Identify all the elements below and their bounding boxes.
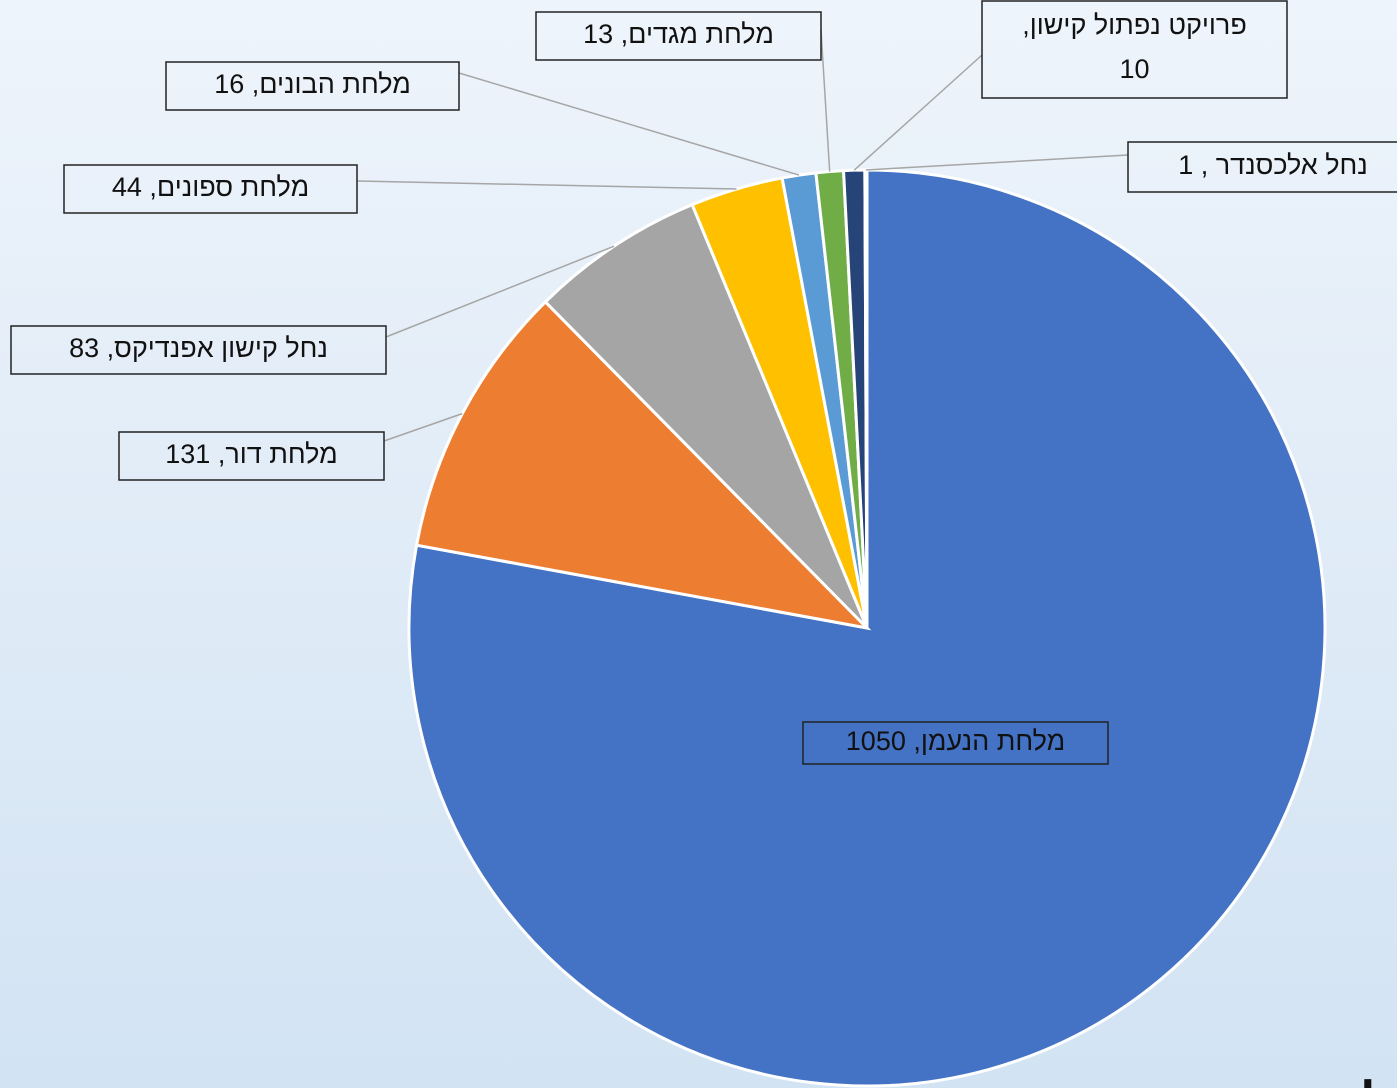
slice (414, 299, 872, 631)
data-label: מלחת דור, 131 (165, 439, 337, 469)
leader-line (356, 180, 737, 190)
data-label: מלחת הנעמן, 1050 (846, 726, 1065, 756)
data-label: מלחת מגדים, 13 (583, 19, 774, 49)
data-label: נחל קישון אפנדיקס, 83 (69, 333, 328, 363)
label-box (535, 11, 822, 61)
leader-line (458, 72, 800, 176)
data-label: פרויקט נפתול קישון, 10 (1022, 10, 1247, 84)
label-box (10, 325, 387, 375)
label-box (981, 0, 1288, 99)
leader-line (865, 154, 1129, 171)
data-label: מלחת ספונים, 44 (112, 172, 309, 202)
label-box (118, 431, 385, 481)
corner-text: לבד (1300, 1076, 1392, 1088)
slices (407, 168, 1327, 1088)
label-box (165, 61, 460, 111)
data-label: נחל אלכסנדר , 1 (1178, 150, 1368, 180)
leader-line (385, 245, 615, 338)
label-box (1127, 141, 1397, 193)
label-box (63, 164, 358, 214)
leader-line (853, 54, 983, 171)
data-label: מלחת הבונים, 16 (214, 69, 411, 99)
labels: מלחת הנעמן, 1050 מלחת דור, 131 נחל קישון א… (10, 0, 1397, 765)
slice (863, 168, 869, 629)
label-box (802, 721, 1109, 765)
leader-line (383, 412, 463, 442)
leader-line (820, 29, 831, 172)
